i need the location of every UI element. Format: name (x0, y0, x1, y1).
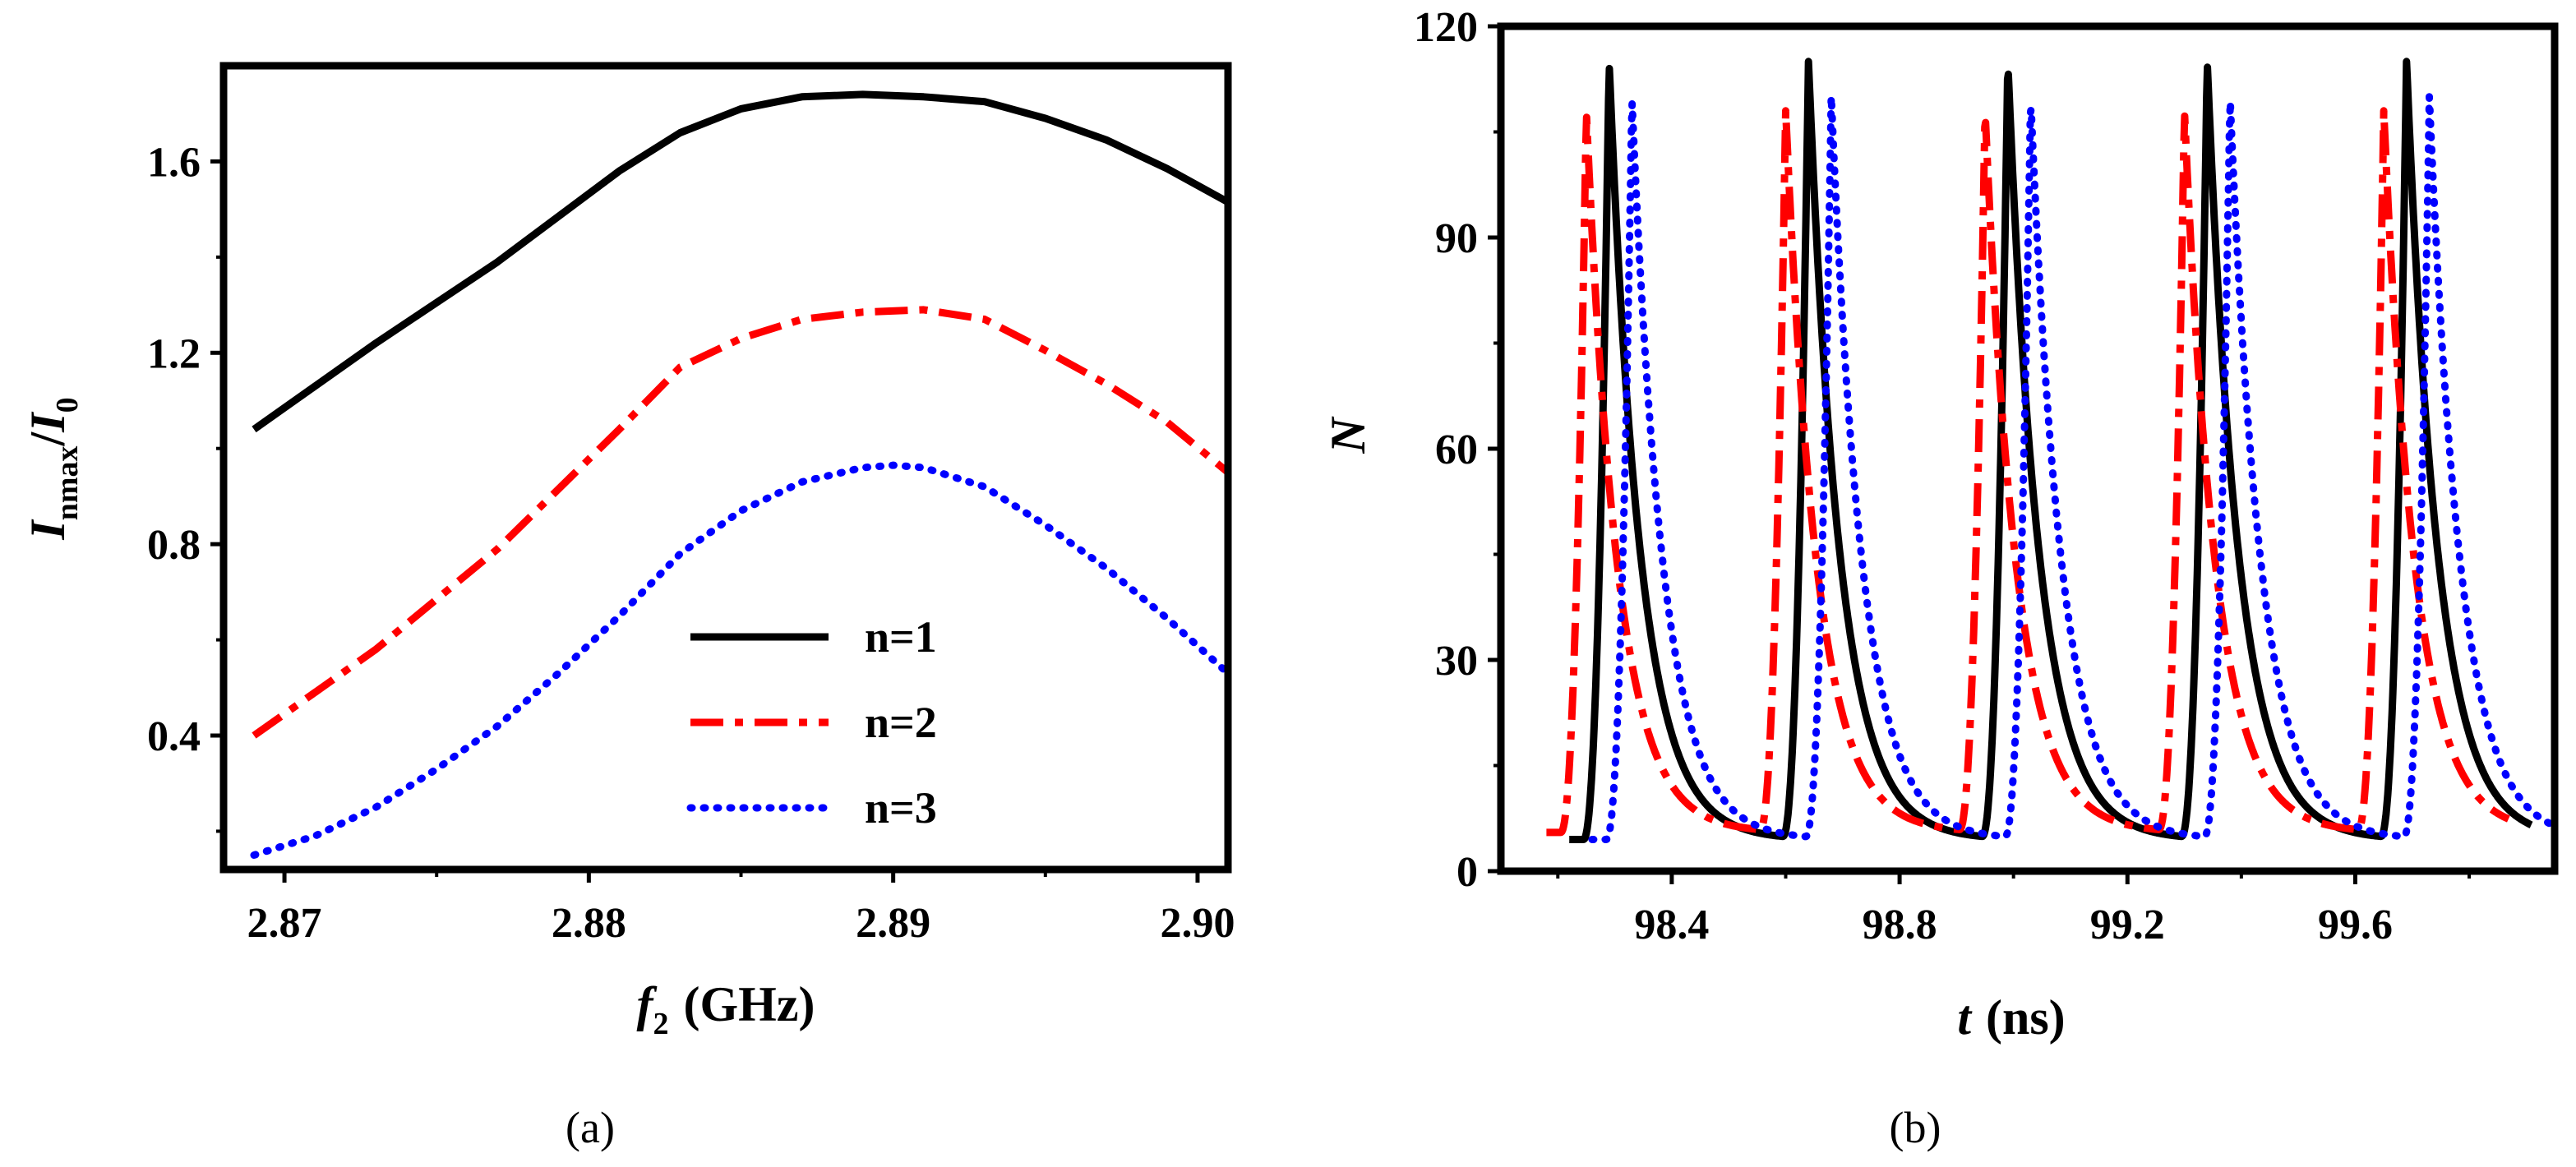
panel-a-ticks: 2.87 2.88 2.89 2.90 0.4 0.8 1.2 1.6 (147, 139, 1235, 947)
x-tick-label: 99.6 (2318, 902, 2393, 948)
x-tick-label: 98.4 (1634, 902, 1709, 948)
panel-b-xlabel: t (ns) (1957, 990, 2065, 1045)
x-tick-label: 2.89 (856, 900, 930, 947)
y-tick-label: 0.4 (147, 713, 201, 760)
legend-label: n=2 (865, 698, 937, 747)
y-tick-label: 1.2 (147, 330, 201, 377)
y-tick-label: 30 (1435, 638, 1478, 685)
panel-b-ticks: 98.4 98.8 99.2 99.6 0 30 60 90 120 (1414, 4, 2472, 948)
y-tick-label: 0 (1457, 849, 1478, 896)
x-tick-label: 99.2 (2090, 902, 2165, 948)
y-tick-label: 120 (1414, 4, 1478, 51)
panel-a-series (250, 90, 1232, 859)
legend-label: n=1 (865, 612, 937, 662)
series-line-n=3 (250, 461, 1232, 859)
panel-a-legend: n=1 n=2 n=3 (686, 612, 937, 833)
panel-a-frame (219, 62, 1232, 874)
y-tick-label: 0.8 (147, 522, 201, 569)
series-line-n=2 (252, 306, 1230, 739)
x-tick-label: 2.88 (552, 900, 626, 947)
panel-a-ylabel: Inmax/I0 (21, 397, 85, 540)
panel-a-caption: (a) (566, 1103, 615, 1152)
y-tick-label: 60 (1435, 427, 1478, 473)
x-tick-label: 2.87 (247, 900, 322, 947)
series-line-n=2 (1544, 107, 2512, 837)
panel-b-ylabel: N (1321, 416, 1375, 454)
panel-a-xlabel: f2 (GHz) (637, 977, 815, 1041)
series-line-n=1 (252, 90, 1230, 433)
y-tick-label: 90 (1435, 215, 1478, 262)
panel-b-caption: (b) (1890, 1103, 1941, 1152)
panel-a: 2.87 2.88 2.89 2.90 0.4 0.8 1.2 1.6 n=1 n=2 n=3 f… (21, 62, 1235, 1152)
y-tick-label: 1.6 (147, 139, 201, 186)
legend-label: n=3 (865, 783, 937, 833)
panel-b-series (1544, 58, 2558, 843)
series-line-n=3 (1588, 93, 2558, 843)
x-tick-label: 2.90 (1160, 900, 1235, 947)
panel-b: 98.4 98.8 99.2 99.6 0 30 60 90 120 t (ns) N (b) (1321, 4, 2559, 1152)
x-tick-label: 98.8 (1863, 902, 1937, 948)
